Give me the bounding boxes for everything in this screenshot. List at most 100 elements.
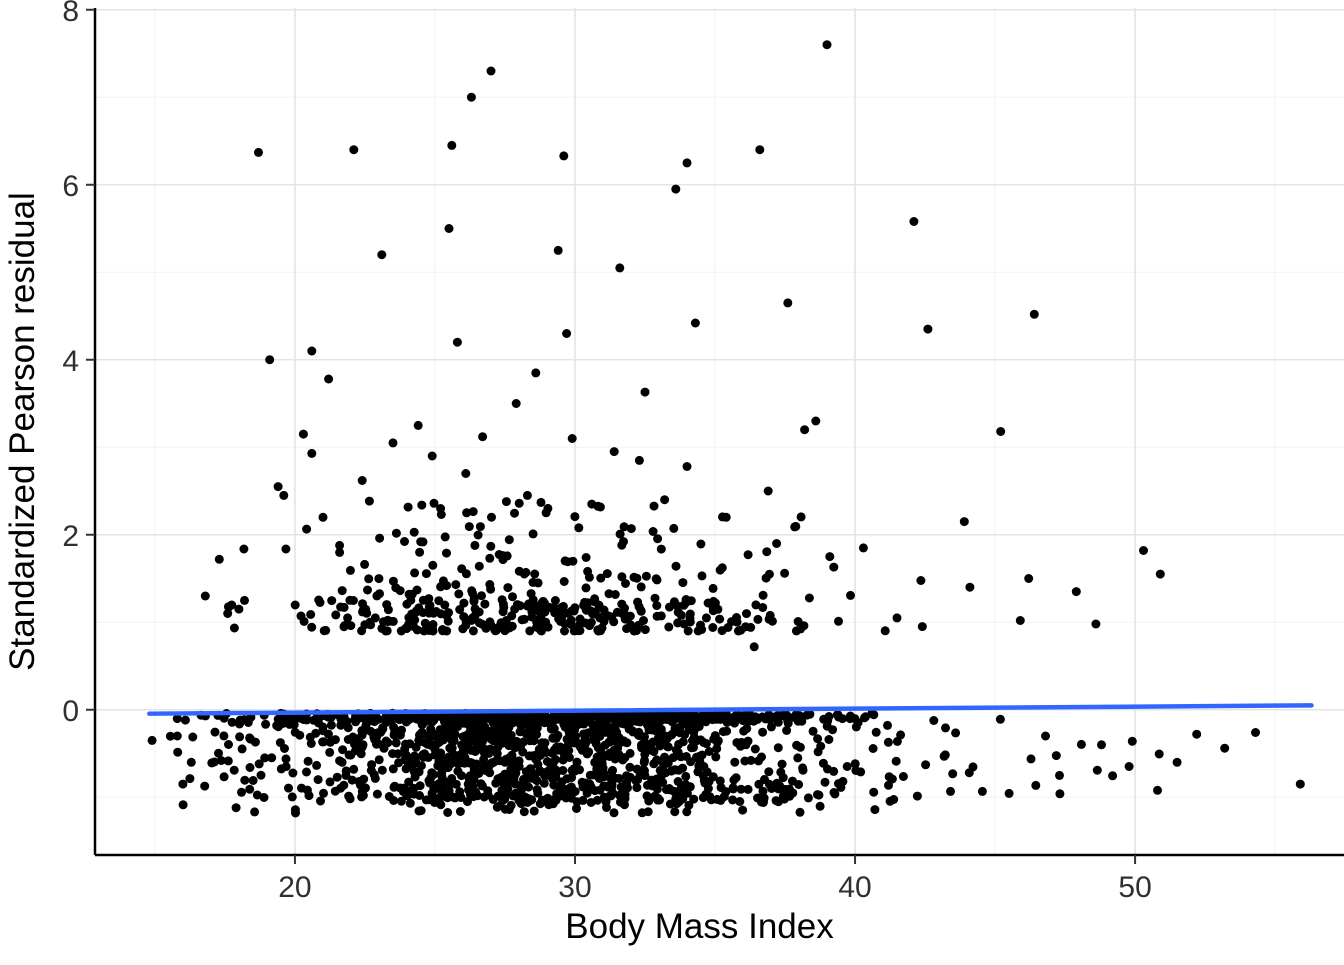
data-point (615, 529, 625, 539)
smooth-line-segment (147, 703, 1314, 716)
data-point (556, 616, 566, 626)
data-point (279, 490, 289, 500)
data-point (829, 766, 839, 776)
data-point (376, 727, 386, 737)
data-point (719, 792, 729, 802)
data-point (833, 710, 843, 720)
data-point (948, 769, 958, 779)
data-point (501, 616, 511, 625)
data-point (834, 616, 843, 626)
data-point (633, 597, 643, 607)
data-point (923, 324, 933, 334)
data-point (764, 767, 774, 777)
data-point (436, 800, 446, 810)
data-point (522, 490, 532, 500)
data-point (319, 737, 329, 747)
data-point (388, 438, 398, 448)
data-point (357, 476, 367, 485)
data-point (461, 469, 471, 478)
data-point (595, 502, 605, 512)
data-point (513, 740, 523, 750)
data-point (656, 544, 666, 554)
data-point (335, 547, 345, 557)
y-tick-label: 0 (62, 695, 79, 728)
data-point (602, 569, 612, 579)
data-point (880, 626, 890, 636)
data-point (671, 745, 681, 755)
data-point (468, 588, 477, 598)
data-point (871, 727, 881, 737)
data-point (417, 500, 427, 510)
data-point (678, 763, 688, 773)
data-point (508, 711, 518, 721)
data-point (363, 714, 373, 724)
data-point (381, 736, 391, 746)
data-point (1295, 779, 1305, 789)
data-point (398, 787, 408, 797)
data-point (248, 776, 258, 785)
data-point (403, 762, 413, 771)
data-point (485, 553, 495, 563)
data-point (582, 599, 592, 609)
data-point (909, 217, 919, 226)
data-point (619, 522, 629, 532)
data-point (697, 750, 707, 760)
data-point (396, 796, 406, 806)
data-point (492, 711, 501, 721)
data-point (450, 793, 460, 803)
data-point (448, 720, 457, 730)
data-point (391, 528, 401, 538)
data-point (200, 781, 210, 791)
data-point (813, 747, 823, 757)
data-point (383, 617, 392, 626)
data-point (474, 769, 484, 778)
data-point (546, 714, 556, 724)
data-point (850, 714, 860, 724)
data-point (491, 626, 501, 635)
data-point (730, 718, 739, 728)
data-point (1055, 770, 1064, 780)
data-point (502, 551, 512, 561)
data-point (318, 722, 328, 732)
data-point (789, 712, 799, 722)
data-point (599, 792, 609, 802)
data-point (173, 747, 183, 757)
data-point (583, 728, 593, 738)
data-point (939, 751, 949, 761)
data-point (532, 776, 542, 786)
data-point (429, 498, 439, 508)
data-point (735, 797, 745, 806)
data-point (650, 593, 660, 603)
data-point (916, 576, 926, 585)
data-point (470, 611, 480, 621)
data-point (856, 767, 866, 777)
data-point (525, 796, 535, 806)
data-point (451, 779, 461, 789)
data-point (518, 747, 528, 757)
data-point (188, 732, 198, 742)
data-point (640, 625, 650, 635)
data-point (214, 554, 224, 564)
data-point (367, 760, 377, 770)
data-point (1153, 785, 1162, 795)
data-point (796, 512, 806, 522)
data-point (348, 596, 358, 605)
data-point (468, 626, 478, 636)
data-point (372, 591, 382, 601)
data-point (385, 714, 395, 724)
data-point (762, 547, 772, 557)
data-point (620, 800, 629, 810)
data-point (364, 574, 374, 584)
data-point (281, 544, 291, 554)
data-point (547, 748, 557, 758)
data-point (438, 625, 447, 634)
data-point (666, 766, 676, 776)
data-point (413, 420, 423, 430)
data-point (337, 586, 347, 596)
data-point (671, 184, 681, 194)
data-point (489, 725, 499, 735)
data-point (487, 512, 496, 522)
data-point (696, 620, 705, 630)
data-point (675, 723, 685, 733)
